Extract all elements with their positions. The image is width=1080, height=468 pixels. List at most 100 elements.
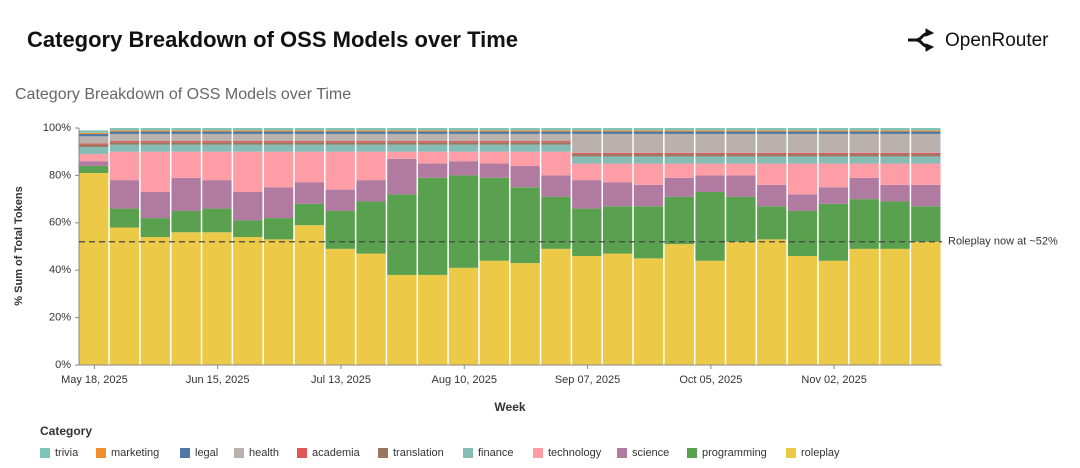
bar-segment bbox=[726, 241, 756, 365]
bar-segment bbox=[294, 130, 325, 132]
bar-segment bbox=[171, 210, 201, 233]
bar-segment bbox=[541, 133, 571, 142]
bar-segment bbox=[294, 142, 325, 145]
bar-segment bbox=[818, 152, 849, 155]
bar-segment bbox=[202, 130, 232, 132]
bar-segment bbox=[448, 151, 479, 162]
bar-segment bbox=[911, 241, 941, 365]
bar-segment bbox=[140, 131, 170, 134]
bar-segment bbox=[849, 131, 879, 134]
bar-segment bbox=[233, 131, 263, 134]
bar-segment bbox=[541, 196, 571, 249]
bar-segment bbox=[294, 131, 325, 134]
bar-segment bbox=[633, 156, 664, 164]
bar-segment bbox=[202, 144, 232, 152]
x-tick-label: May 18, 2025 bbox=[61, 374, 128, 386]
legend-swatch bbox=[786, 448, 796, 458]
bar-segment bbox=[448, 175, 479, 268]
bar-segment bbox=[695, 133, 725, 153]
legend-label: science bbox=[632, 447, 669, 459]
bar-segment bbox=[572, 180, 602, 209]
brand-logo bbox=[908, 28, 935, 52]
bar-segment bbox=[479, 141, 509, 143]
bar-segment bbox=[171, 142, 201, 145]
bar-segment bbox=[448, 131, 479, 134]
x-tick-label: Jun 15, 2025 bbox=[186, 374, 250, 386]
brand-name: OpenRouter bbox=[945, 30, 1049, 51]
bar-segment bbox=[448, 144, 479, 152]
bar-segment bbox=[602, 253, 633, 365]
bar-segment bbox=[387, 128, 417, 131]
bar-segment bbox=[479, 151, 509, 164]
legend-title: Category bbox=[40, 424, 92, 438]
bar-segment bbox=[202, 151, 232, 181]
bar-segment bbox=[849, 152, 879, 155]
bar-segment bbox=[233, 133, 263, 142]
bar-segment bbox=[541, 144, 571, 152]
bar-segment bbox=[572, 163, 602, 181]
bar-segment bbox=[140, 151, 170, 192]
bar-segment bbox=[140, 237, 170, 365]
bar-segment bbox=[418, 274, 448, 365]
bar-segment bbox=[849, 128, 879, 131]
chart-title: Category Breakdown of OSS Models over Ti… bbox=[15, 86, 351, 103]
bar-segment bbox=[695, 156, 725, 164]
bar-segment bbox=[664, 133, 694, 153]
bar-segment bbox=[294, 225, 325, 365]
bar-segment bbox=[757, 130, 787, 132]
bar-segment bbox=[233, 128, 263, 131]
bar-segment bbox=[757, 128, 787, 131]
bar-segment bbox=[633, 131, 664, 134]
bar-segment bbox=[356, 133, 386, 142]
bar-segment bbox=[140, 142, 170, 145]
bar-segment bbox=[787, 152, 818, 155]
legend-label: academia bbox=[312, 447, 361, 459]
legend-swatch bbox=[297, 448, 307, 458]
bar-segment bbox=[79, 154, 109, 162]
legend-swatch bbox=[40, 448, 50, 458]
bar-segment bbox=[664, 163, 694, 178]
x-tick-label: Nov 02, 2025 bbox=[801, 374, 866, 386]
bar-segment bbox=[664, 196, 694, 245]
bar-segment bbox=[757, 133, 787, 153]
legend-swatch bbox=[180, 448, 190, 458]
bar-segment bbox=[325, 141, 355, 143]
bar-segment bbox=[880, 184, 910, 202]
bar-segment bbox=[418, 131, 448, 134]
bar-segment bbox=[294, 182, 325, 204]
bar-segment bbox=[664, 130, 694, 132]
bar-segment bbox=[541, 175, 571, 197]
annotation-text: Roleplay now at ~52% bbox=[948, 236, 1058, 248]
bar-segment bbox=[911, 133, 941, 153]
bar-segment bbox=[356, 130, 386, 132]
bar-segment bbox=[726, 154, 756, 157]
bar-segment bbox=[448, 130, 479, 132]
bar-segment bbox=[726, 152, 756, 155]
bar-segment bbox=[387, 194, 417, 275]
bar-segment bbox=[79, 146, 109, 155]
bar-segment bbox=[109, 142, 140, 145]
bar-segment bbox=[418, 128, 448, 131]
bar-segment bbox=[695, 163, 725, 176]
legend-label: translation bbox=[393, 447, 444, 459]
bar-segment bbox=[602, 130, 633, 132]
bar-segment bbox=[448, 128, 479, 131]
legend-swatch bbox=[234, 448, 244, 458]
bar-segment bbox=[79, 136, 109, 144]
bar-segment bbox=[263, 187, 294, 219]
x-axis-label: Week bbox=[494, 400, 525, 414]
y-tick-label: 100% bbox=[43, 122, 71, 134]
bar-segment bbox=[109, 133, 140, 142]
bar-segment bbox=[572, 133, 602, 153]
bar-segment bbox=[695, 191, 725, 261]
bar-segment bbox=[633, 152, 664, 155]
bar-segment bbox=[664, 156, 694, 164]
bar-segment bbox=[233, 142, 263, 145]
bar-segment bbox=[448, 133, 479, 142]
bar-segment bbox=[695, 131, 725, 134]
bar-segment bbox=[849, 163, 879, 178]
bar-segment bbox=[911, 131, 941, 134]
legend-label: programming bbox=[702, 447, 767, 459]
bar-segment bbox=[233, 141, 263, 143]
